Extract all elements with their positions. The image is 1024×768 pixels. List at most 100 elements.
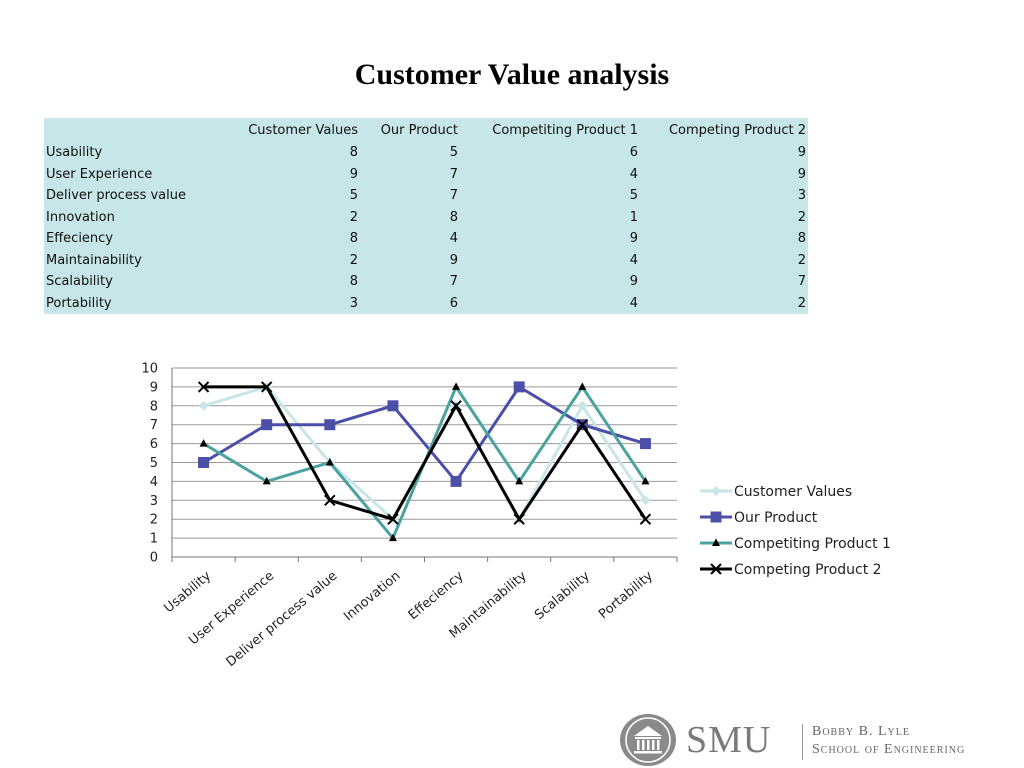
data-point xyxy=(324,494,336,507)
table-cell: 8 xyxy=(349,231,358,247)
table-cell: 3 xyxy=(797,188,806,204)
data-table: Customer Values Our Product Competiting … xyxy=(44,118,808,314)
logo-line2: School of Engineering xyxy=(812,742,966,757)
table-cell: 8 xyxy=(349,274,358,290)
table-cell: 7 xyxy=(449,188,458,204)
table-cell: 7 xyxy=(449,166,458,182)
y-tick-label: 9 xyxy=(150,380,158,395)
data-point xyxy=(513,513,525,525)
y-tick-label: 7 xyxy=(150,418,158,433)
table-cell: Maintainability xyxy=(46,252,142,268)
table-cell: 1 xyxy=(629,209,638,225)
table-cell: Deliver process value xyxy=(46,188,186,204)
table-header-cell: Our Product xyxy=(380,122,458,138)
table-header-cell: Competiting Product 1 xyxy=(492,122,638,138)
y-tick-label: 5 xyxy=(150,456,158,471)
table-cell: User Experience xyxy=(46,166,153,182)
legend-marker xyxy=(712,538,720,546)
data-point xyxy=(325,458,334,466)
table-row: User Experience 9 7 4 9 xyxy=(44,164,808,186)
y-tick-label: 3 xyxy=(150,494,158,509)
table-cell: 7 xyxy=(449,274,458,290)
table-cell: 4 xyxy=(629,166,638,182)
data-point xyxy=(639,513,652,525)
table-cell: 9 xyxy=(629,274,638,290)
table-cell: 6 xyxy=(449,295,458,311)
data-point xyxy=(388,533,397,542)
data-point xyxy=(262,476,271,485)
y-tick-label: 4 xyxy=(150,475,158,490)
table-cell: 5 xyxy=(629,188,638,204)
table-row: Maintainability 2 9 4 2 xyxy=(44,250,808,272)
data-point xyxy=(576,418,589,431)
legend-marker xyxy=(710,511,722,523)
table-cell: 6 xyxy=(629,145,638,161)
table-cell: 2 xyxy=(797,252,806,268)
slide-title: Customer Value analysis xyxy=(354,58,670,91)
data-point xyxy=(387,513,399,525)
table-header-row: Customer Values Our Product Competiting … xyxy=(44,118,808,142)
data-point xyxy=(450,400,462,412)
table-cell: 9 xyxy=(797,166,806,182)
table-cell: 9 xyxy=(797,145,806,161)
table-cell: 4 xyxy=(629,295,638,311)
legend-label: Customer Values xyxy=(734,484,852,500)
table-row: Innovation 2 8 1 2 xyxy=(44,207,808,229)
table-cell: 2 xyxy=(797,295,806,311)
y-tick-label: 10 xyxy=(141,362,158,377)
data-point xyxy=(198,400,209,411)
table-cell: Portability xyxy=(46,295,112,311)
x-tick-label: Effeciency xyxy=(406,568,467,623)
table-cell: 8 xyxy=(349,145,358,161)
table-cell: 4 xyxy=(449,231,458,247)
x-tick-label: Innovation xyxy=(341,569,403,625)
table-header-cell: Competing Product 2 xyxy=(668,122,806,138)
table-cell: 8 xyxy=(449,209,458,225)
table-cell: 9 xyxy=(349,166,358,182)
logo-wordmark: SMU xyxy=(686,719,772,761)
y-tick-label: 2 xyxy=(150,513,158,528)
y-tick-label: 1 xyxy=(150,532,158,547)
table-row: Portability 3 6 4 2 xyxy=(44,293,808,315)
y-tick-label: 0 xyxy=(150,551,158,566)
data-point xyxy=(198,457,210,468)
table-cell: Innovation xyxy=(46,209,115,225)
table-row: Usability 8 5 6 9 xyxy=(44,142,808,164)
data-point xyxy=(199,439,208,447)
data-point xyxy=(197,381,210,393)
legend-label: Our Product xyxy=(734,510,818,526)
data-point xyxy=(324,419,336,431)
table-cell: 2 xyxy=(349,209,358,225)
table-row: Scalability 8 7 9 7 xyxy=(44,271,808,293)
series-line xyxy=(202,384,646,484)
table-cell: 3 xyxy=(349,295,358,311)
table-cell: 9 xyxy=(629,231,638,247)
table-cell: 2 xyxy=(797,209,806,225)
table-row: Effeciency 8 4 9 8 xyxy=(44,228,808,250)
x-tick-label: Scalability xyxy=(532,568,593,623)
data-point xyxy=(641,476,650,485)
x-tick-label: Usability xyxy=(161,568,214,616)
data-point xyxy=(260,381,273,393)
x-tick-label: Portability xyxy=(596,568,656,622)
table-cell: 7 xyxy=(797,274,806,290)
legend-label: Competing Product 2 xyxy=(734,562,882,578)
table-header-cell: Customer Values xyxy=(248,122,358,138)
data-point xyxy=(578,382,587,390)
table-cell: 9 xyxy=(449,252,458,268)
table-header-cell xyxy=(44,118,204,142)
smu-logo: SMU Bobby B. Lyle School of Engineering xyxy=(620,712,1024,768)
table-cell: 5 xyxy=(449,145,458,161)
data-point xyxy=(577,400,588,411)
x-tick-label: Deliver process value xyxy=(223,569,340,670)
logo-divider xyxy=(802,724,803,760)
table-cell: 5 xyxy=(349,188,358,204)
table-cell: 8 xyxy=(797,231,806,247)
data-point xyxy=(387,400,399,412)
data-point xyxy=(261,419,273,431)
y-tick-label: 6 xyxy=(150,437,158,452)
data-point xyxy=(515,476,524,485)
data-point xyxy=(639,438,651,450)
legend-marker xyxy=(711,486,721,496)
